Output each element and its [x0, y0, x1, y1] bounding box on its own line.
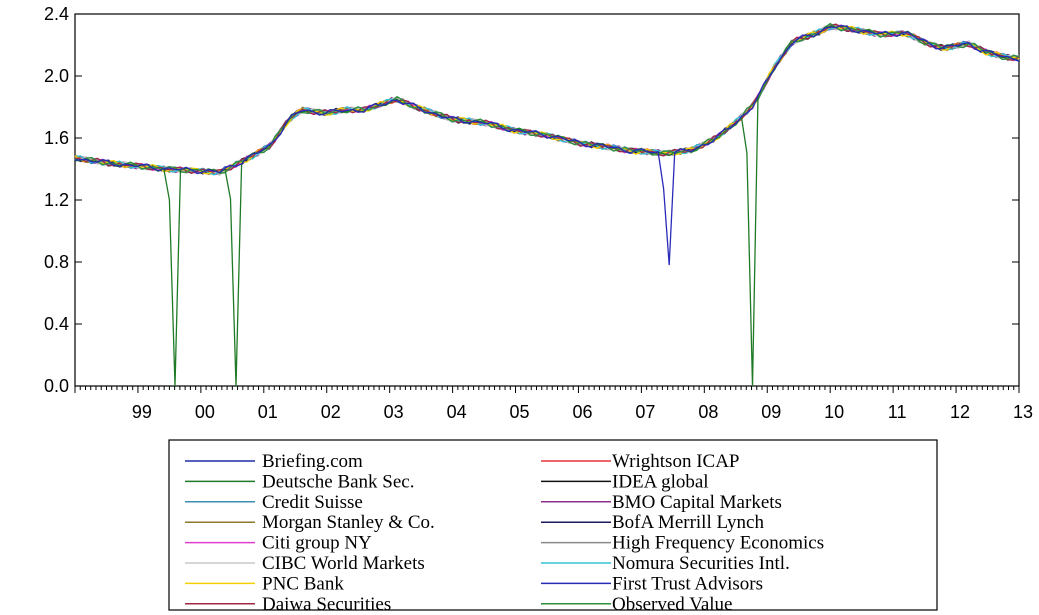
x-tick-label: 06	[572, 402, 592, 422]
x-tick-label: 09	[761, 402, 781, 422]
x-tick-label: 13	[1013, 402, 1033, 422]
legend-label: Briefing.com	[262, 451, 363, 472]
x-tick-label: 07	[635, 402, 655, 422]
x-tick-label: 03	[384, 402, 404, 422]
y-tick-label: 0.4	[44, 314, 69, 334]
legend-label: High Frequency Economics	[612, 533, 824, 554]
legend-label: Morgan Stanley & Co.	[262, 512, 435, 533]
y-tick-label: 2.0	[44, 66, 69, 86]
legend-label: Citi group NY	[262, 533, 372, 554]
legend-label: BMO Capital Markets	[612, 492, 782, 513]
legend-box	[168, 439, 938, 611]
x-tick-label: 11	[888, 402, 907, 422]
x-tick-label: 02	[321, 402, 341, 422]
legend-label: PNC Bank	[262, 573, 344, 594]
y-axis: 0.0 0.4 0.8 1.2 1.6 2.0 2.4	[44, 4, 1019, 396]
legend-label: Nomura Securities Intl.	[612, 553, 790, 574]
x-tick-label: 99	[132, 402, 152, 422]
series-layer	[74, 22, 1020, 387]
y-tick-label: 1.2	[44, 190, 69, 210]
x-tick-label: 12	[950, 402, 970, 422]
x-tick-label: 08	[698, 402, 718, 422]
legend-label: Wrightson ICAP	[612, 451, 740, 472]
y-tick-label: 0.0	[44, 376, 69, 396]
x-axis: 99 00 01 02 03 04 05 06 07 08 09 10 11 12 13	[74, 386, 1033, 422]
legend: Briefing.com Wrightson ICAP Deutsche Bank …	[185, 451, 824, 615]
x-tick-label: 01	[258, 402, 278, 422]
legend-label: Daiwa Securities	[262, 594, 391, 615]
plot-frame	[74, 13, 1020, 387]
legend-label: CIBC World Markets	[262, 553, 425, 574]
legend-label: IDEA global	[612, 471, 709, 492]
x-tick-label: 10	[824, 402, 844, 422]
legend-label: BofA Merrill Lynch	[612, 512, 764, 533]
x-tick-label: 04	[447, 402, 467, 422]
y-tick-label: 2.4	[44, 4, 69, 24]
y-tick-label: 0.8	[44, 252, 69, 272]
series-line	[74, 24, 1020, 266]
legend-label: Deutsche Bank Sec.	[262, 471, 414, 492]
legend-label: Observed Value	[612, 594, 732, 615]
x-tick-label: 05	[510, 402, 530, 422]
legend-label: Credit Suisse	[262, 492, 363, 513]
x-tick-label: 00	[195, 402, 215, 422]
y-tick-label: 1.6	[44, 128, 69, 148]
legend-label: First Trust Advisors	[612, 573, 763, 594]
